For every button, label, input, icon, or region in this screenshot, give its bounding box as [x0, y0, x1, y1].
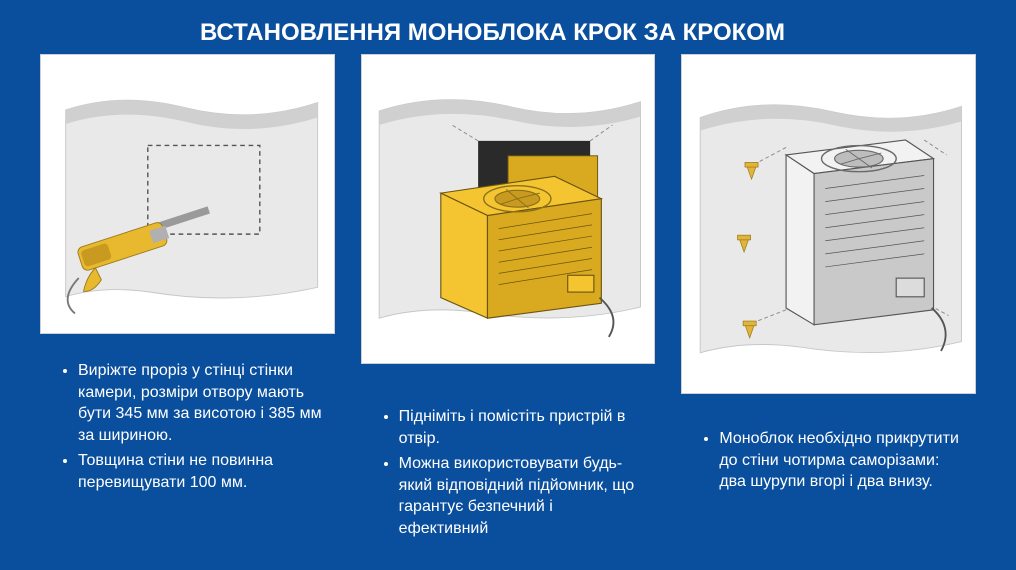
- wall-cut-illustration: [47, 64, 327, 324]
- bullet: Моноблок необхідно прикрутити до стіни ч…: [719, 428, 966, 493]
- bullet: Товщина стіни не повинна перевищувати 10…: [78, 450, 325, 493]
- step-3-text: Моноблок необхідно прикрутити до стіни ч…: [681, 414, 976, 511]
- step-1-text: Виріжте проріз у стінці стінки камери, р…: [40, 346, 335, 512]
- step-1-bullets: Виріжте проріз у стінці стінки камери, р…: [64, 360, 325, 494]
- step-3: Моноблок необхідно прикрутити до стіни ч…: [681, 54, 976, 558]
- bullet: Підніміть і помістіть пристрій в отвір.: [399, 406, 646, 449]
- step-1-image: [40, 54, 335, 334]
- mounted-unit-illustration: [689, 64, 969, 384]
- steps-row: Виріжте проріз у стінці стінки камери, р…: [0, 54, 1016, 558]
- insert-unit-illustration: [368, 64, 648, 354]
- step-3-bullets: Моноблок необхідно прикрутити до стіни ч…: [705, 428, 966, 493]
- step-2-image: [361, 54, 656, 364]
- step-2: Підніміть і помістіть пристрій в отвір. …: [361, 54, 656, 558]
- step-2-text: Підніміть і помістіть пристрій в отвір. …: [361, 392, 656, 558]
- page-title: ВСТАНОВЛЕННЯ МОНОБЛОКА КРОК ЗА КРОКОМ: [0, 0, 1016, 54]
- step-1: Виріжте проріз у стінці стінки камери, р…: [40, 54, 335, 558]
- bullet: Виріжте проріз у стінці стінки камери, р…: [78, 360, 325, 446]
- step-2-bullets: Підніміть і помістіть пристрій в отвір. …: [385, 406, 646, 540]
- step-3-image: [681, 54, 976, 394]
- bullet: Можна використовувати будь-який відповід…: [399, 453, 646, 539]
